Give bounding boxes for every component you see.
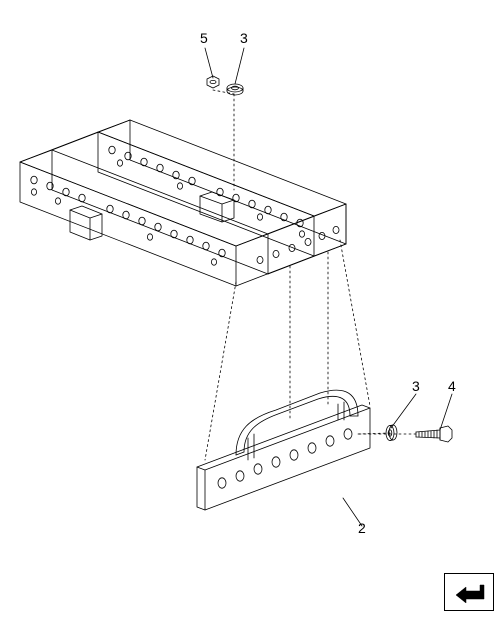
callout-4: 4 xyxy=(448,378,456,394)
diagram-svg xyxy=(0,0,500,617)
part-bolt-4 xyxy=(416,426,452,442)
callout-3-side: 3 xyxy=(412,378,420,394)
callout-3-top: 3 xyxy=(240,30,248,46)
nav-return-button[interactable] xyxy=(444,573,494,611)
callout-2: 2 xyxy=(358,520,366,536)
parts-diagram: 5 3 3 4 2 xyxy=(0,0,500,617)
part-bracket-2 xyxy=(197,390,370,510)
part-frame xyxy=(20,120,346,286)
return-arrow-icon xyxy=(452,581,486,603)
callout-5: 5 xyxy=(200,30,208,46)
